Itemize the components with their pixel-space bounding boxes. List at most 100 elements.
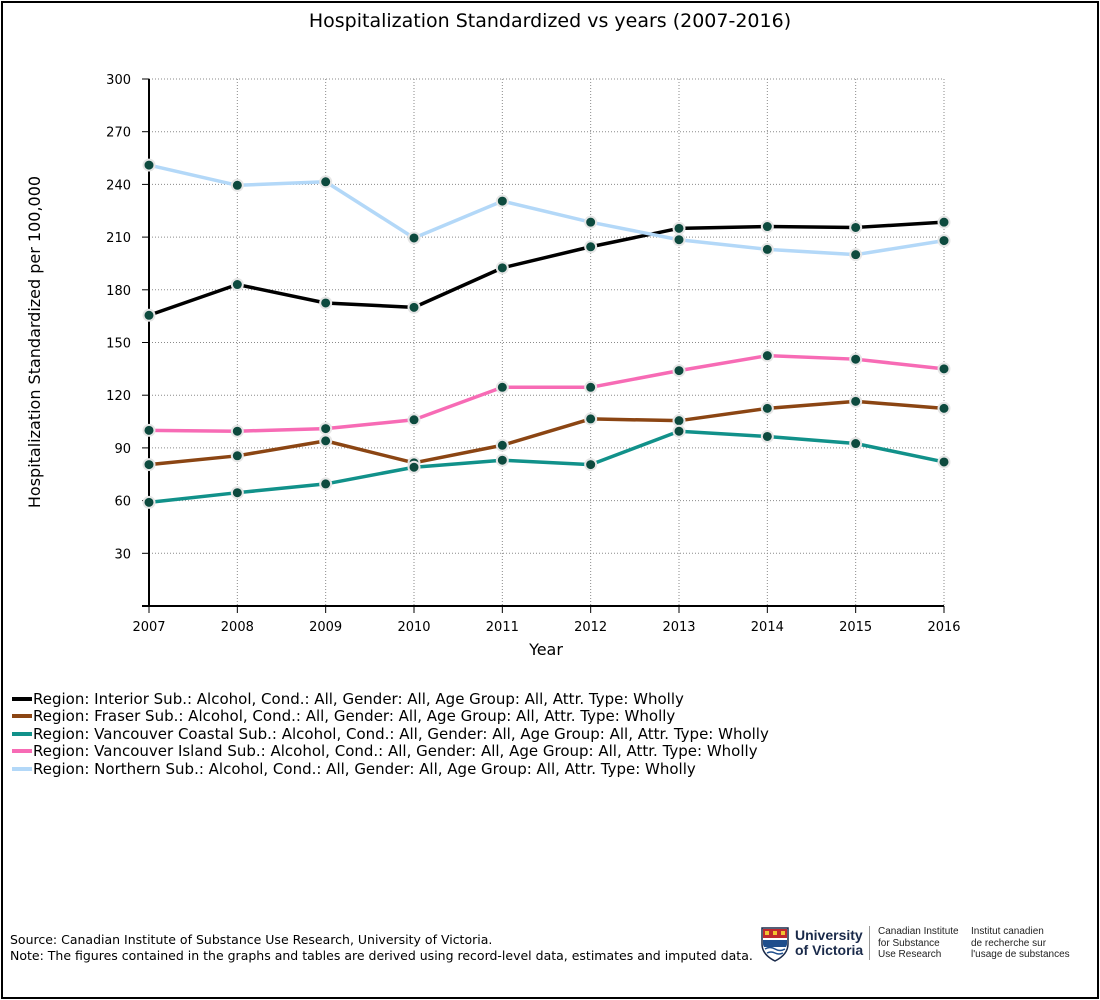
data-point[interactable] — [584, 240, 598, 254]
series-markers — [142, 158, 951, 509]
legend-item: Region: Interior Sub.: Alcohol, Cond.: A… — [12, 690, 769, 708]
x-tick-label: 2008 — [221, 620, 254, 635]
data-point[interactable] — [849, 437, 863, 451]
x-tick-label: 2011 — [486, 620, 519, 635]
x-tick-label: 2016 — [927, 620, 960, 635]
org-en-line-1: Canadian Institute — [878, 926, 959, 937]
legend-swatch — [12, 766, 32, 771]
org-en-line-3: Use Research — [878, 949, 942, 960]
data-point[interactable] — [760, 349, 774, 363]
data-point[interactable] — [937, 362, 951, 376]
data-point[interactable] — [230, 449, 244, 463]
x-tick-label: 2013 — [662, 620, 695, 635]
data-point[interactable] — [230, 178, 244, 192]
data-point[interactable] — [142, 458, 156, 472]
data-point[interactable] — [142, 495, 156, 509]
y-tick-label: 240 — [106, 178, 131, 193]
series-line-4 — [148, 163, 945, 257]
data-point[interactable] — [495, 380, 509, 394]
legend-swatch — [12, 696, 32, 701]
data-point[interactable] — [319, 296, 333, 310]
org-name-en: Canadian Institute for Substance Use Res… — [878, 926, 959, 961]
chart-title: Hospitalization Standardized vs years (2… — [308, 10, 792, 32]
data-point[interactable] — [760, 401, 774, 415]
data-point[interactable] — [672, 424, 686, 438]
data-point[interactable] — [142, 423, 156, 437]
data-point[interactable] — [937, 455, 951, 469]
data-point[interactable] — [495, 261, 509, 275]
logo-divider — [869, 926, 870, 960]
x-tick-label: 2012 — [574, 620, 607, 635]
data-point[interactable] — [319, 175, 333, 189]
y-tick-label: 60 — [114, 495, 131, 510]
series-line-0 — [148, 220, 945, 317]
y-tick-label: 210 — [106, 231, 131, 246]
x-tick-label: 2014 — [751, 620, 784, 635]
data-point[interactable] — [230, 486, 244, 500]
data-point[interactable] — [319, 477, 333, 491]
data-point[interactable] — [760, 220, 774, 234]
x-axis-label: Year — [528, 640, 563, 659]
grid-lines — [149, 78, 945, 606]
data-point[interactable] — [937, 215, 951, 229]
data-point[interactable] — [672, 221, 686, 235]
y-tick-label: 30 — [114, 547, 131, 562]
data-point[interactable] — [849, 248, 863, 262]
legend-swatch — [12, 714, 32, 719]
series-line-1 — [148, 399, 945, 467]
legend-label: Region: Northern Sub.: Alcohol, Cond.: A… — [33, 759, 696, 778]
data-point[interactable] — [584, 215, 598, 229]
legend: Region: Interior Sub.: Alcohol, Cond.: A… — [12, 690, 769, 778]
data-point[interactable] — [407, 413, 421, 427]
source-text: Source: Canadian Institute of Substance … — [10, 932, 493, 947]
footer-notes: Source: Canadian Institute of Substance … — [10, 932, 753, 964]
data-point[interactable] — [584, 458, 598, 472]
x-tick-label: 2015 — [839, 620, 872, 635]
data-point[interactable] — [142, 308, 156, 322]
series-line-2 — [148, 429, 945, 505]
org-name-fr: Institut canadien de recherche sur l'usa… — [971, 926, 1070, 961]
data-point[interactable] — [495, 438, 509, 452]
org-fr-line-3: l'usage de substances — [971, 949, 1070, 960]
data-point[interactable] — [937, 234, 951, 248]
org-fr-line-2: de recherche sur — [971, 937, 1047, 949]
data-point[interactable] — [672, 414, 686, 428]
data-point[interactable] — [584, 380, 598, 394]
data-point[interactable] — [319, 434, 333, 448]
data-point[interactable] — [407, 460, 421, 474]
data-point[interactable] — [407, 231, 421, 245]
data-point[interactable] — [230, 278, 244, 292]
legend-label: Region: Interior Sub.: Alcohol, Cond.: A… — [33, 689, 684, 708]
legend-item: Region: Northern Sub.: Alcohol, Cond.: A… — [12, 760, 769, 778]
data-point[interactable] — [495, 194, 509, 208]
data-point[interactable] — [672, 364, 686, 378]
x-tick-label: 2007 — [132, 620, 165, 635]
uvic-cisur-logo: University of Victoria Canadian Institut… — [760, 924, 1080, 964]
data-point[interactable] — [849, 352, 863, 366]
data-point[interactable] — [760, 242, 774, 256]
legend-swatch — [12, 749, 32, 754]
note-text: Note: The figures contained in the graph… — [10, 948, 753, 963]
data-point[interactable] — [407, 300, 421, 314]
y-tick-label: 90 — [114, 442, 131, 457]
university-line-2: of Victoria — [795, 942, 864, 958]
legend-label: Region: Vancouver Coastal Sub.: Alcohol,… — [33, 724, 769, 743]
data-point[interactable] — [495, 453, 509, 467]
legend-item: Region: Vancouver Coastal Sub.: Alcohol,… — [12, 725, 769, 743]
data-point[interactable] — [142, 158, 156, 172]
data-point[interactable] — [672, 233, 686, 247]
data-point[interactable] — [760, 429, 774, 443]
legend-item: Region: Fraser Sub.: Alcohol, Cond.: All… — [12, 707, 769, 726]
data-point[interactable] — [849, 220, 863, 234]
data-point[interactable] — [584, 412, 598, 426]
series-lines — [148, 163, 945, 505]
data-point[interactable] — [937, 401, 951, 415]
legend-label: Region: Fraser Sub.: Alcohol, Cond.: All… — [33, 707, 676, 726]
org-fr-line-1: Institut canadien — [971, 926, 1044, 937]
data-point[interactable] — [319, 422, 333, 436]
legend-swatch — [12, 731, 32, 736]
university-line-1: University — [795, 927, 863, 943]
data-point[interactable] — [230, 424, 244, 438]
axes: 30 60 90 120 150 180 210 240 270 300 2007 2008 2009 2… — [106, 73, 960, 635]
data-point[interactable] — [849, 394, 863, 408]
